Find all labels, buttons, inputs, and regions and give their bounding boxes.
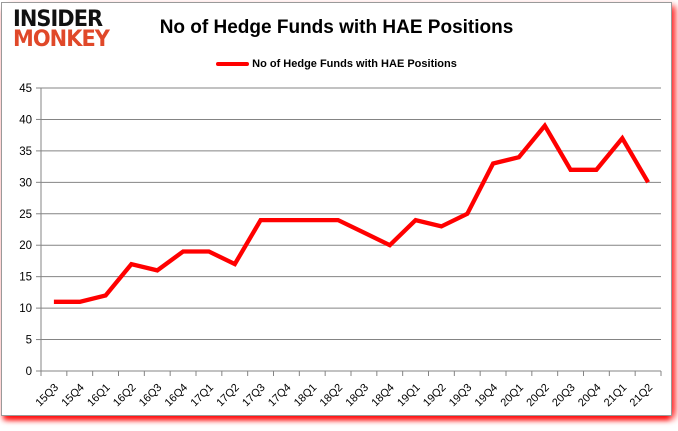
data-line xyxy=(53,121,650,304)
y-tick-label: 30 xyxy=(19,177,32,189)
x-tick-label: 19Q3 xyxy=(447,382,475,410)
insider-monkey-logo: INSIDER MONKEY xyxy=(13,7,110,53)
x-tick-label: 20Q1 xyxy=(499,382,527,410)
y-tick-label: 0 xyxy=(26,366,32,378)
x-tick-label: 15Q4 xyxy=(59,382,87,410)
x-tick-label: 19Q2 xyxy=(421,382,449,410)
x-tick-label: 17Q4 xyxy=(266,382,294,410)
logo-insider-text: INSIDER xyxy=(13,7,103,32)
x-tick-label: 15Q3 xyxy=(34,382,62,410)
y-tick-label: 25 xyxy=(19,209,32,221)
x-tick-label: 18Q1 xyxy=(292,382,320,410)
x-tick-label: 17Q3 xyxy=(240,382,268,410)
x-tick-label: 18Q4 xyxy=(369,382,397,410)
x-tick-label: 19Q4 xyxy=(473,382,501,410)
y-tick-label: 10 xyxy=(19,303,32,315)
x-tick-label: 20Q2 xyxy=(524,382,552,410)
x-tick-label: 18Q2 xyxy=(318,382,346,410)
legend-line-marker xyxy=(216,62,250,66)
chart-legend: No of Hedge Funds with HAE Positions xyxy=(2,58,671,70)
x-tick-label: 18Q3 xyxy=(344,382,372,410)
y-tick-label: 35 xyxy=(19,146,32,158)
y-tick-label: 40 xyxy=(19,114,32,126)
x-tick-label: 21Q1 xyxy=(602,382,630,410)
x-tick-label: 17Q1 xyxy=(189,382,217,410)
x-tick-label: 20Q4 xyxy=(576,382,604,410)
x-tick-label: 16Q1 xyxy=(85,382,113,410)
y-tick-label: 15 xyxy=(19,272,32,284)
x-tick-label: 20Q3 xyxy=(550,382,578,410)
x-tick-label: 16Q3 xyxy=(137,382,165,410)
x-tick-label: 16Q4 xyxy=(163,382,191,410)
legend-label: No of Hedge Funds with HAE Positions xyxy=(252,58,457,70)
x-tick-label: 16Q2 xyxy=(111,382,139,410)
logo-monkey-text: MONKEY xyxy=(13,27,110,53)
y-tick-label: 45 xyxy=(19,83,32,95)
x-tick-label: 19Q1 xyxy=(395,382,423,410)
x-tick-label: 21Q2 xyxy=(628,382,656,410)
chart-frame: INSIDER MONKEY No of Hedge Funds with HA… xyxy=(1,2,672,416)
chart-svg: 0 5 10 15 20 25 30 35 40 45 15Q315Q416Q116Q216Q316… xyxy=(19,83,662,410)
y-tick-label: 20 xyxy=(19,240,32,252)
chart-title: No of Hedge Funds with HAE Positions xyxy=(159,17,514,38)
y-tick-label: 5 xyxy=(26,335,32,347)
x-tick-label: 17Q2 xyxy=(214,382,242,410)
